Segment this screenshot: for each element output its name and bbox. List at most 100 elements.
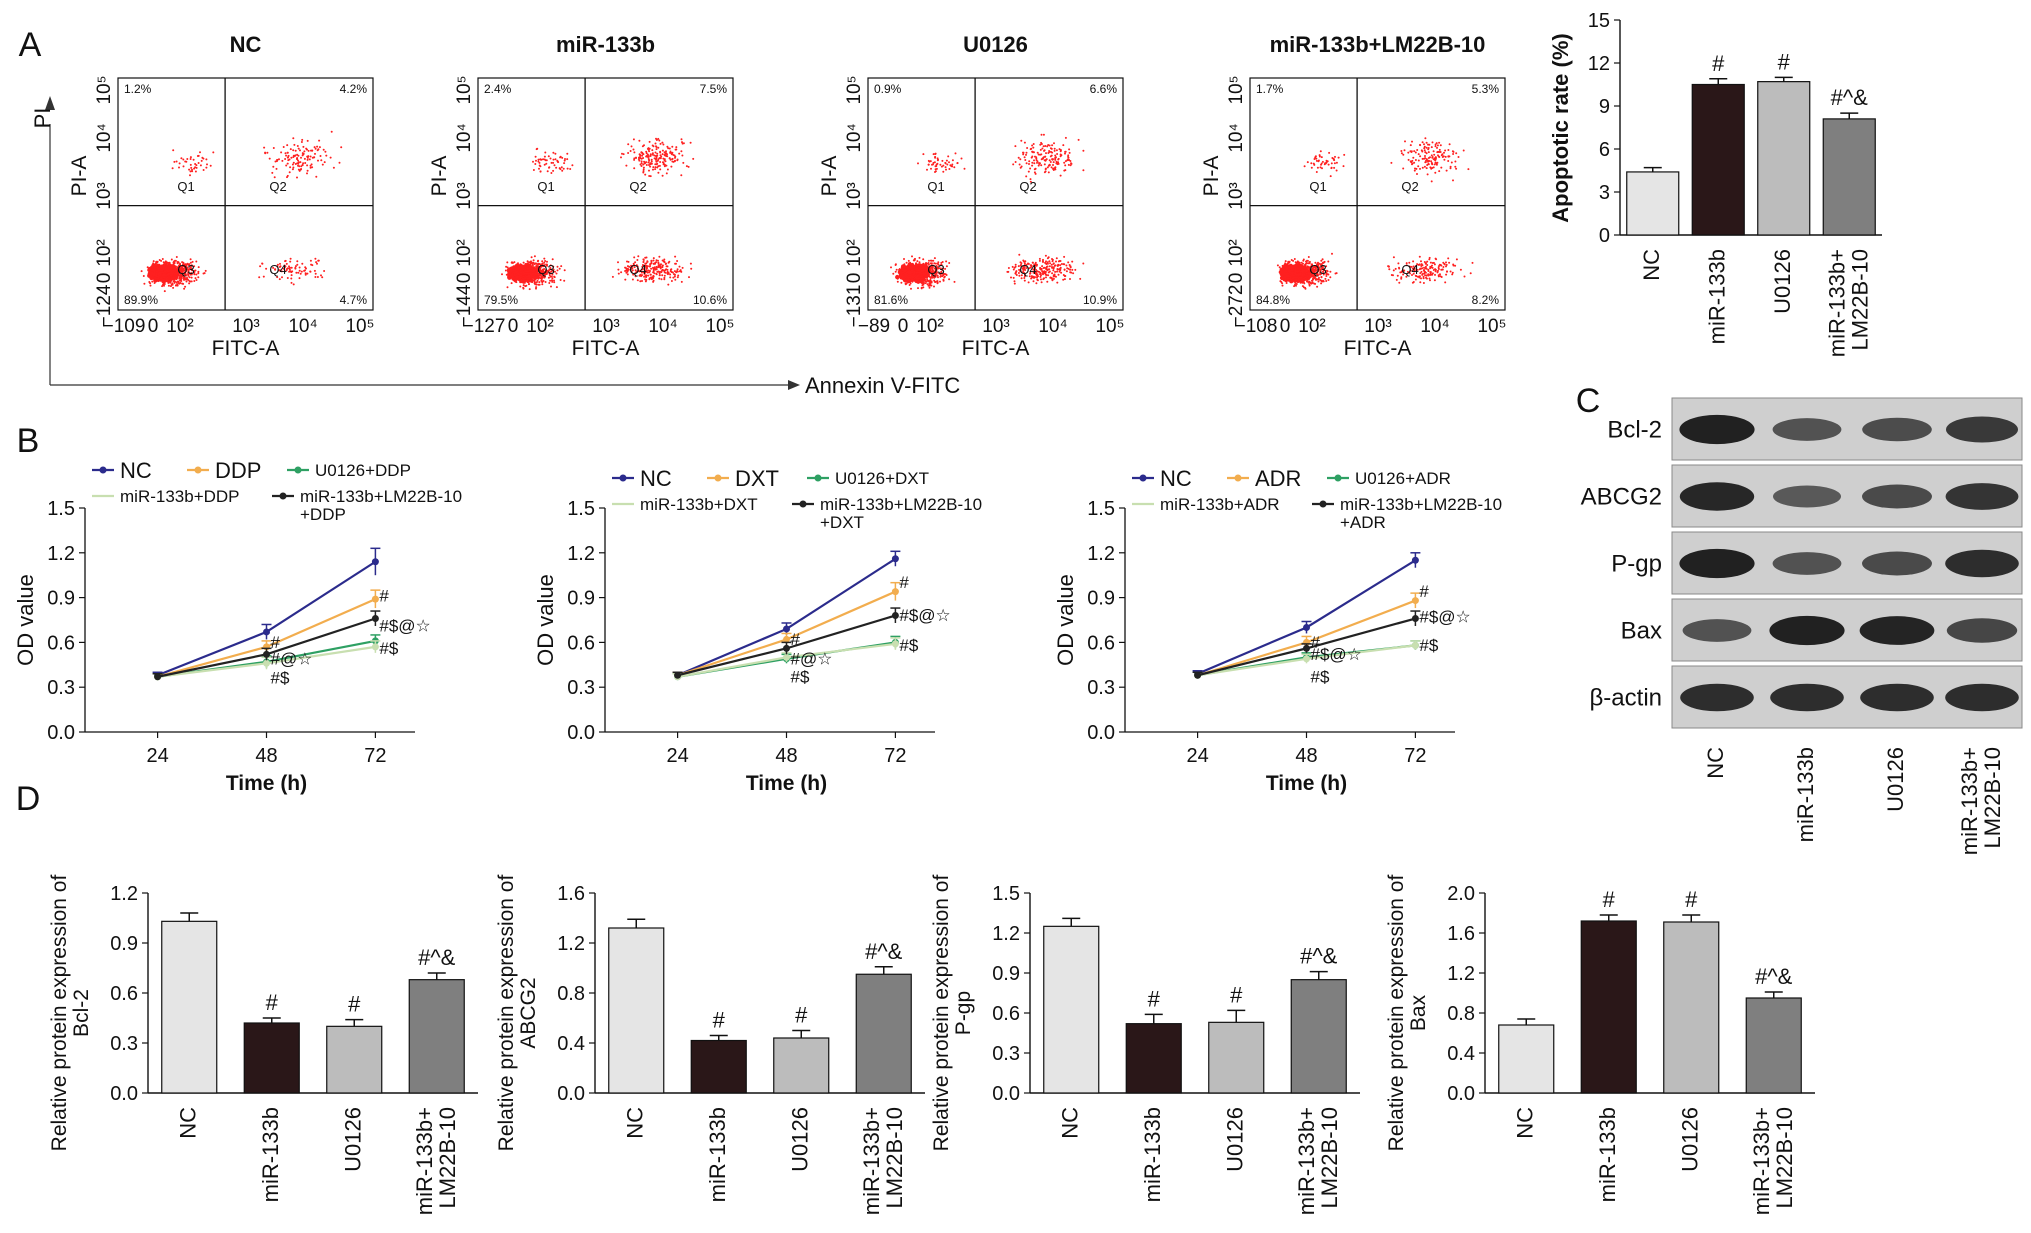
flow-event-dot <box>681 142 684 145</box>
flow-event-dot <box>311 156 314 159</box>
flow-event-dot <box>182 278 185 280</box>
flow-event-dot <box>332 166 335 169</box>
flow-event-dot <box>553 279 555 282</box>
flow-event-dot <box>323 270 326 272</box>
flow-event-dot <box>287 154 290 157</box>
flow-event-dot <box>661 274 664 277</box>
x-tick-label: 10⁴ <box>648 316 677 337</box>
flow-event-dot <box>318 139 321 142</box>
flow-event-dot <box>302 153 305 156</box>
flow-event-dot <box>191 170 194 173</box>
flow-event-dot <box>530 256 533 259</box>
flow-event-dot <box>528 272 530 275</box>
flow-event-dot <box>650 160 653 163</box>
flow-event-dot <box>688 276 690 279</box>
flow-event-dot <box>663 158 666 161</box>
flow-event-dot <box>290 281 293 284</box>
flow-event-dot <box>168 279 171 282</box>
flow-event-dot <box>649 153 652 156</box>
flow-event-dot <box>643 160 646 163</box>
flow-event-dot <box>640 162 643 165</box>
flow-event-dot <box>542 280 545 282</box>
flow-event-dot <box>311 149 314 152</box>
flow-event-dot <box>288 265 290 268</box>
flow-event-dot <box>298 277 301 280</box>
flow-event-dot <box>162 273 165 276</box>
flow-event-dot <box>530 267 533 270</box>
flow-event-dot <box>931 276 934 279</box>
flow-event-dot <box>195 260 198 263</box>
flow-event-dot <box>535 281 538 284</box>
flow-event-dot <box>156 266 159 269</box>
flow-event-dot <box>555 272 558 275</box>
flow-event-dot <box>668 260 671 263</box>
flow-event-dot <box>908 281 911 283</box>
flow-event-dot <box>265 267 268 270</box>
y-tick-label: 10² <box>454 239 475 266</box>
flow-event-dot <box>669 268 672 271</box>
flow-event-dot <box>304 269 306 272</box>
y-axis-label: PI-A <box>68 156 91 197</box>
flow-event-dot <box>158 263 161 266</box>
flow-event-dot <box>659 154 662 157</box>
flow-event-dot <box>306 169 309 172</box>
flow-event-dot <box>517 273 519 276</box>
flow-event-dot <box>151 265 154 268</box>
flow-event-dot <box>300 156 302 159</box>
flow-event-dot <box>299 149 301 152</box>
flow-event-dot <box>202 272 205 275</box>
flow-event-dot <box>297 271 300 274</box>
flow-event-dot <box>641 154 644 157</box>
flow-event-dot <box>553 164 556 167</box>
flow-event-dot <box>543 158 546 161</box>
quad-label: Q4 <box>269 262 286 277</box>
flow-event-dot <box>278 278 281 281</box>
flow-event-dot <box>648 175 651 177</box>
flow-event-dot <box>197 162 200 164</box>
flow-event-dot <box>519 264 522 267</box>
flow-event-dot <box>546 170 549 173</box>
flow-event-dot <box>309 155 312 158</box>
flow-event-dot <box>163 265 166 268</box>
flow-event-dot <box>902 267 904 270</box>
flow-event-dot <box>913 258 916 261</box>
flow-event-dot <box>659 142 662 145</box>
flow-event-dot <box>187 269 190 272</box>
flow-event-dot <box>917 287 919 290</box>
flow-event-dot <box>522 275 525 278</box>
flow-event-dot <box>677 274 680 277</box>
flow-event-dot <box>687 165 690 168</box>
flow-event-dot <box>661 141 664 144</box>
flow-event-dot <box>271 171 274 174</box>
flow-event-dot <box>525 284 528 287</box>
flow-event-dot <box>533 255 536 258</box>
flow-event-dot <box>663 269 666 272</box>
flow-event-dot <box>281 159 284 162</box>
flow-event-dot <box>664 271 667 274</box>
flow-event-dot <box>193 269 196 272</box>
flow-event-dot <box>543 257 546 260</box>
flow-event-dot <box>319 155 322 157</box>
flow-event-dot <box>521 273 524 275</box>
flow-event-dot <box>911 269 914 272</box>
flow-event-dot <box>190 166 193 169</box>
flow-event-dot <box>642 258 645 261</box>
flow-event-dot <box>204 269 207 272</box>
flow-event-dot <box>674 155 677 158</box>
flow-event-dot <box>1082 262 1085 265</box>
flow-event-dot <box>563 162 566 165</box>
y-tick-label: 0 <box>94 273 115 284</box>
flow-event-dot <box>298 169 301 172</box>
flow-event-dot <box>555 166 558 169</box>
flow-event-dot <box>644 173 647 176</box>
flow-event-dot <box>556 269 559 272</box>
flow-event-dot <box>659 150 662 153</box>
flow-event-dot <box>652 168 654 171</box>
flow-event-dot <box>321 276 324 279</box>
flow-event-dot <box>907 278 909 281</box>
flow-event-dot <box>894 270 897 273</box>
flow-event-dot <box>519 285 522 288</box>
flow-event-dot <box>560 265 563 268</box>
